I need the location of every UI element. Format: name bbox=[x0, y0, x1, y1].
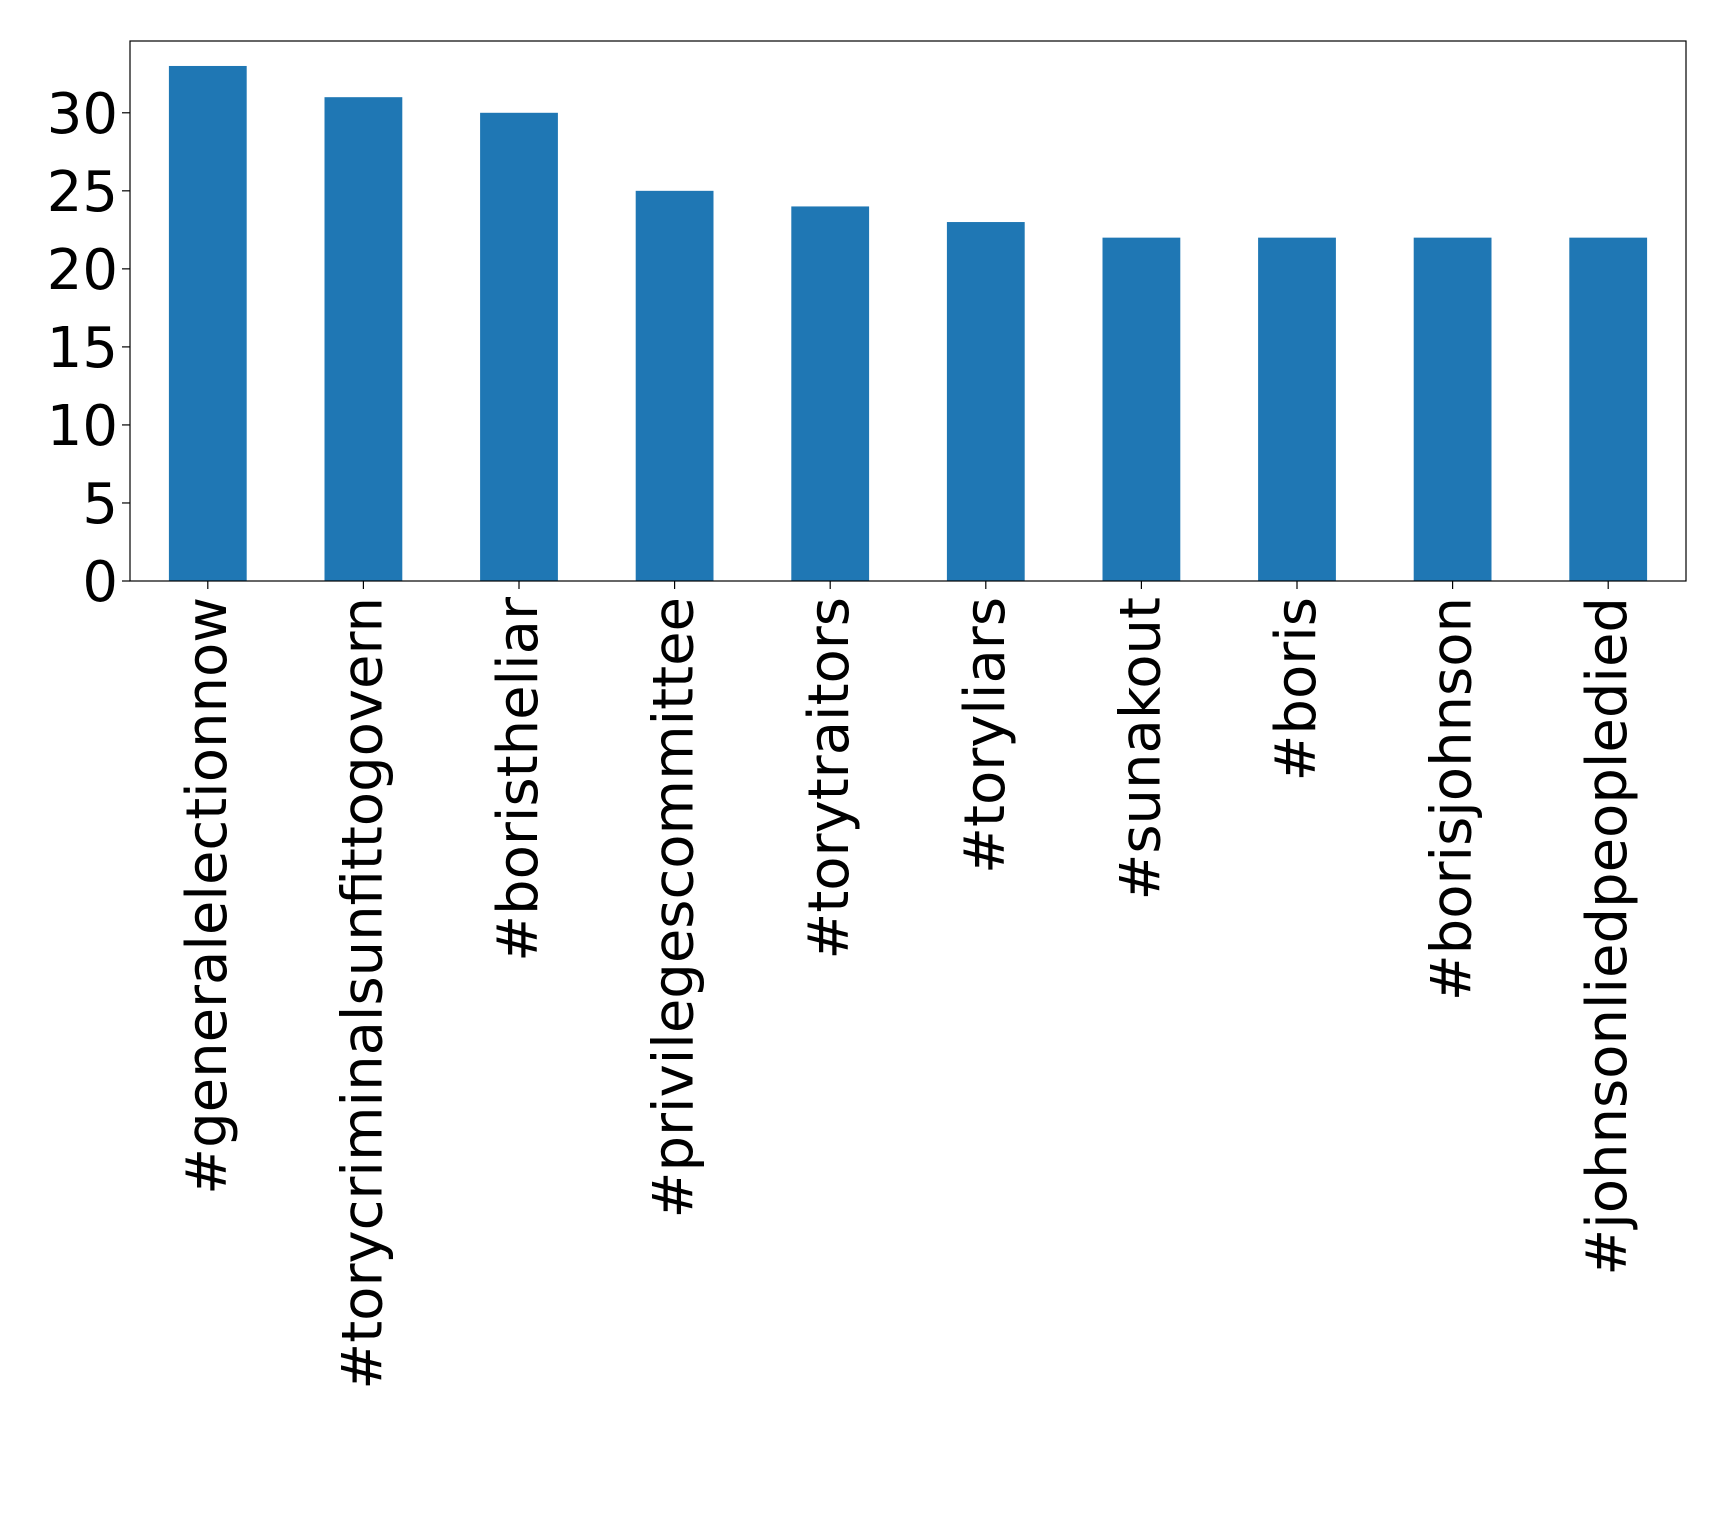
x-tick-label: #borisjohnson bbox=[1420, 597, 1485, 1001]
y-tick-label: 10 bbox=[47, 394, 118, 459]
x-axis-ticks: #generalelectionnow #torycriminalsunfitto… bbox=[175, 581, 1640, 1390]
x-tick-label: #toryliars bbox=[953, 597, 1018, 874]
y-tick-label: 20 bbox=[47, 238, 118, 303]
bar-privilegescommittee bbox=[635, 190, 714, 581]
y-tick-label: 15 bbox=[47, 316, 118, 381]
bar-johnsonliedpeopledied bbox=[1569, 237, 1648, 581]
bar-toryliars bbox=[946, 222, 1025, 581]
bar-generalelectionnow bbox=[168, 65, 247, 582]
x-tick-label: #generalelectionnow bbox=[175, 597, 240, 1195]
x-tick-label: #privilegescommittee bbox=[642, 597, 707, 1218]
y-tick-label: 25 bbox=[47, 160, 118, 225]
plot-frame bbox=[129, 40, 1687, 582]
bar-torytraitors bbox=[791, 206, 870, 581]
bar-boris bbox=[1258, 237, 1336, 581]
y-axis-ticks: 0 5 10 15 20 25 30 bbox=[47, 82, 130, 615]
x-tick-label: #torytraitors bbox=[797, 597, 862, 960]
x-tick-label: #boris bbox=[1264, 597, 1329, 782]
x-tick-label: #johnsonliedpeopledied bbox=[1575, 597, 1640, 1276]
x-tick-label: #torycriminalsunfittogovern bbox=[330, 597, 395, 1390]
bar-borisjohnson bbox=[1413, 237, 1492, 581]
bar-boristheliar bbox=[480, 112, 558, 582]
x-tick-label: #sunakout bbox=[1108, 597, 1173, 901]
bar-sunakout bbox=[1102, 237, 1181, 581]
y-tick-label: 5 bbox=[82, 472, 118, 537]
bars-layer bbox=[168, 65, 1648, 582]
x-tick-label: #boristheliar bbox=[486, 596, 551, 962]
y-tick-label: 0 bbox=[82, 550, 118, 615]
y-tick-label: 30 bbox=[47, 82, 118, 147]
bar-torycriminalsunfittogovern bbox=[324, 97, 403, 582]
